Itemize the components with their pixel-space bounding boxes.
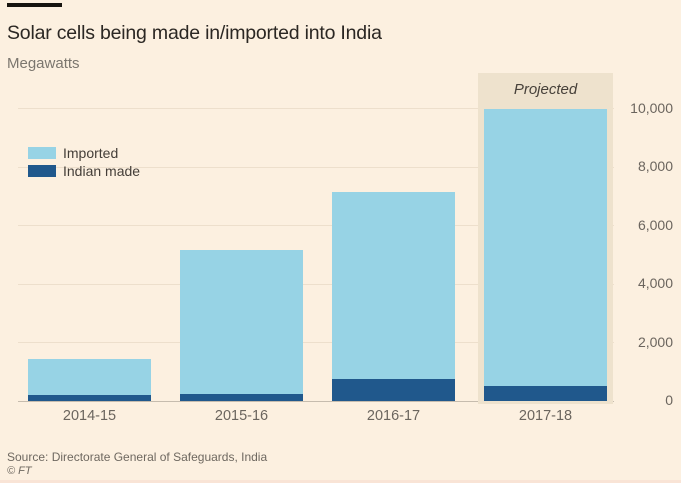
y-tick-label: 2,000	[637, 333, 673, 350]
legend-item: Indian made	[28, 162, 141, 179]
gridline	[18, 225, 614, 226]
y-tick-label: 0	[665, 392, 673, 408]
bar-2016-17	[332, 191, 455, 401]
y-tick-label: 6,000	[637, 216, 673, 233]
source-text: Source: Directorate General of Safeguard…	[7, 450, 268, 464]
x-tick-label: 2016-17	[366, 408, 421, 424]
bar-2014-15	[28, 358, 151, 401]
gridline	[18, 342, 614, 343]
y-tick-label: 8,000	[637, 158, 673, 174]
gridline	[18, 166, 614, 168]
bar-2017-18	[484, 108, 607, 401]
gridline	[18, 108, 614, 109]
x-axis-line	[18, 400, 614, 402]
legend-label: Imported	[63, 144, 119, 161]
bar-segment-indian-made	[484, 386, 607, 401]
bar-segment-indian-made	[180, 393, 303, 401]
ft-copyright: © FT	[7, 465, 32, 477]
x-tick-label: 2017-18	[518, 408, 573, 424]
legend-swatch-indian-made	[28, 164, 56, 177]
bottom-edge-strip	[0, 480, 681, 483]
bar-segment-indian-made	[28, 395, 151, 401]
legend-label: Indian made	[63, 162, 141, 179]
legend-item: Imported	[28, 144, 140, 161]
gridline	[18, 283, 614, 285]
chart-subtitle: Megawatts	[7, 55, 80, 72]
title-rule	[7, 3, 62, 7]
x-tick-label: 2014-15	[62, 408, 117, 424]
legend-swatch-imported	[28, 146, 56, 159]
y-tick-label: 10,000	[630, 99, 673, 116]
projected-label: Projected	[513, 81, 578, 98]
bar-segment-indian-made	[332, 379, 455, 401]
chart-title: Solar cells being made in/imported into …	[7, 22, 382, 44]
x-tick-label: 2015-16	[214, 408, 269, 424]
bar-2015-16	[180, 250, 303, 401]
y-tick-label: 4,000	[637, 275, 673, 291]
legend: Imported Indian made	[28, 144, 141, 182]
